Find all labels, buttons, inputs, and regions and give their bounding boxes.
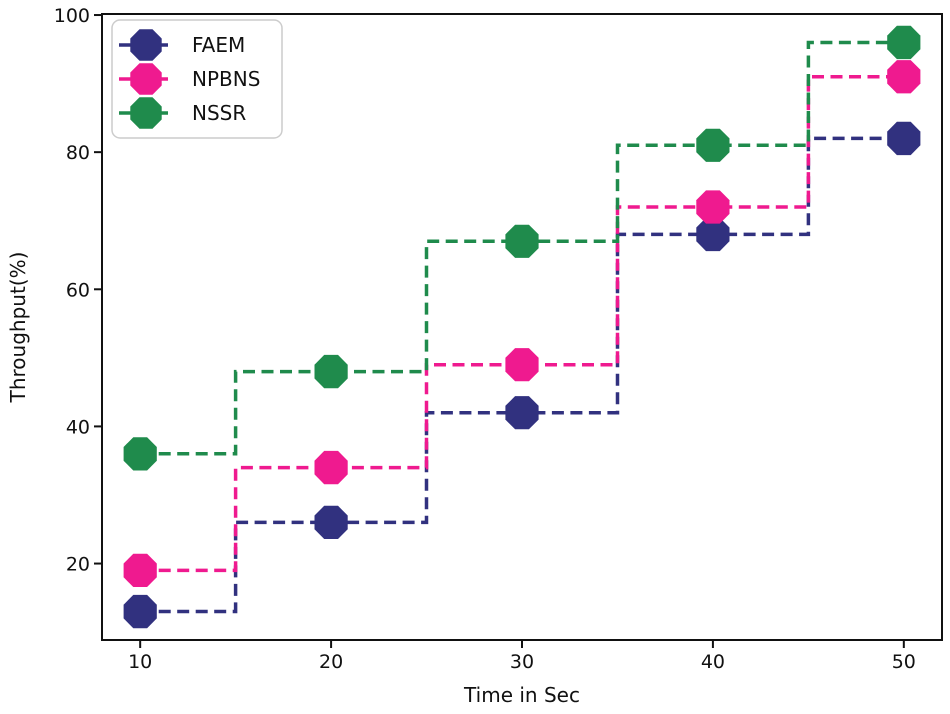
- series-marker-npbns: [505, 348, 539, 382]
- legend-label-npbns: NPBNS: [192, 67, 260, 91]
- legend: FAEM NPBNS NSSR: [111, 19, 283, 139]
- plot-area: 10 20 30 40 50 20 40 60 80 100 FAEM NPBNS NSSR: [54, 5, 943, 673]
- legend-marker-faem: [130, 29, 162, 61]
- legend-marker-nssr: [130, 97, 162, 129]
- series-marker-nssr: [123, 437, 157, 471]
- y-tick-label: 100: [54, 5, 90, 27]
- series-marker-faem: [314, 505, 348, 539]
- series-marker-npbns: [314, 450, 348, 485]
- y-tick-label: 20: [66, 554, 90, 576]
- y-tick-label: 60: [66, 279, 90, 301]
- x-tick-label: 10: [128, 651, 152, 673]
- series-marker-faem: [505, 396, 539, 430]
- x-axis-label: Time in Sec: [463, 683, 580, 707]
- y-tick-label: 40: [66, 416, 90, 438]
- series-line-npbns: [140, 74, 904, 573]
- x-tick-label: 20: [319, 651, 343, 673]
- series-marker-faem: [696, 217, 730, 252]
- series-marker-nssr: [505, 224, 539, 258]
- legend-label-faem: FAEM: [192, 33, 245, 57]
- x-tick-label: 30: [510, 651, 534, 673]
- legend-marker-npbns: [130, 63, 162, 95]
- series-marker-faem: [123, 594, 157, 629]
- series-marker-npbns: [123, 553, 157, 587]
- y-axis-label: Throughput(%): [6, 252, 30, 404]
- series-marker-nssr: [696, 128, 730, 162]
- legend-label-nssr: NSSR: [192, 101, 246, 125]
- series-marker-nssr: [314, 354, 348, 389]
- series-marker-npbns: [887, 60, 921, 94]
- y-tick-label: 80: [66, 142, 90, 164]
- series-marker-npbns: [696, 190, 730, 224]
- series-marker-faem: [887, 121, 921, 156]
- series-marker-nssr: [887, 25, 921, 60]
- x-tick-label: 40: [701, 651, 725, 673]
- x-tick-label: 50: [892, 651, 916, 673]
